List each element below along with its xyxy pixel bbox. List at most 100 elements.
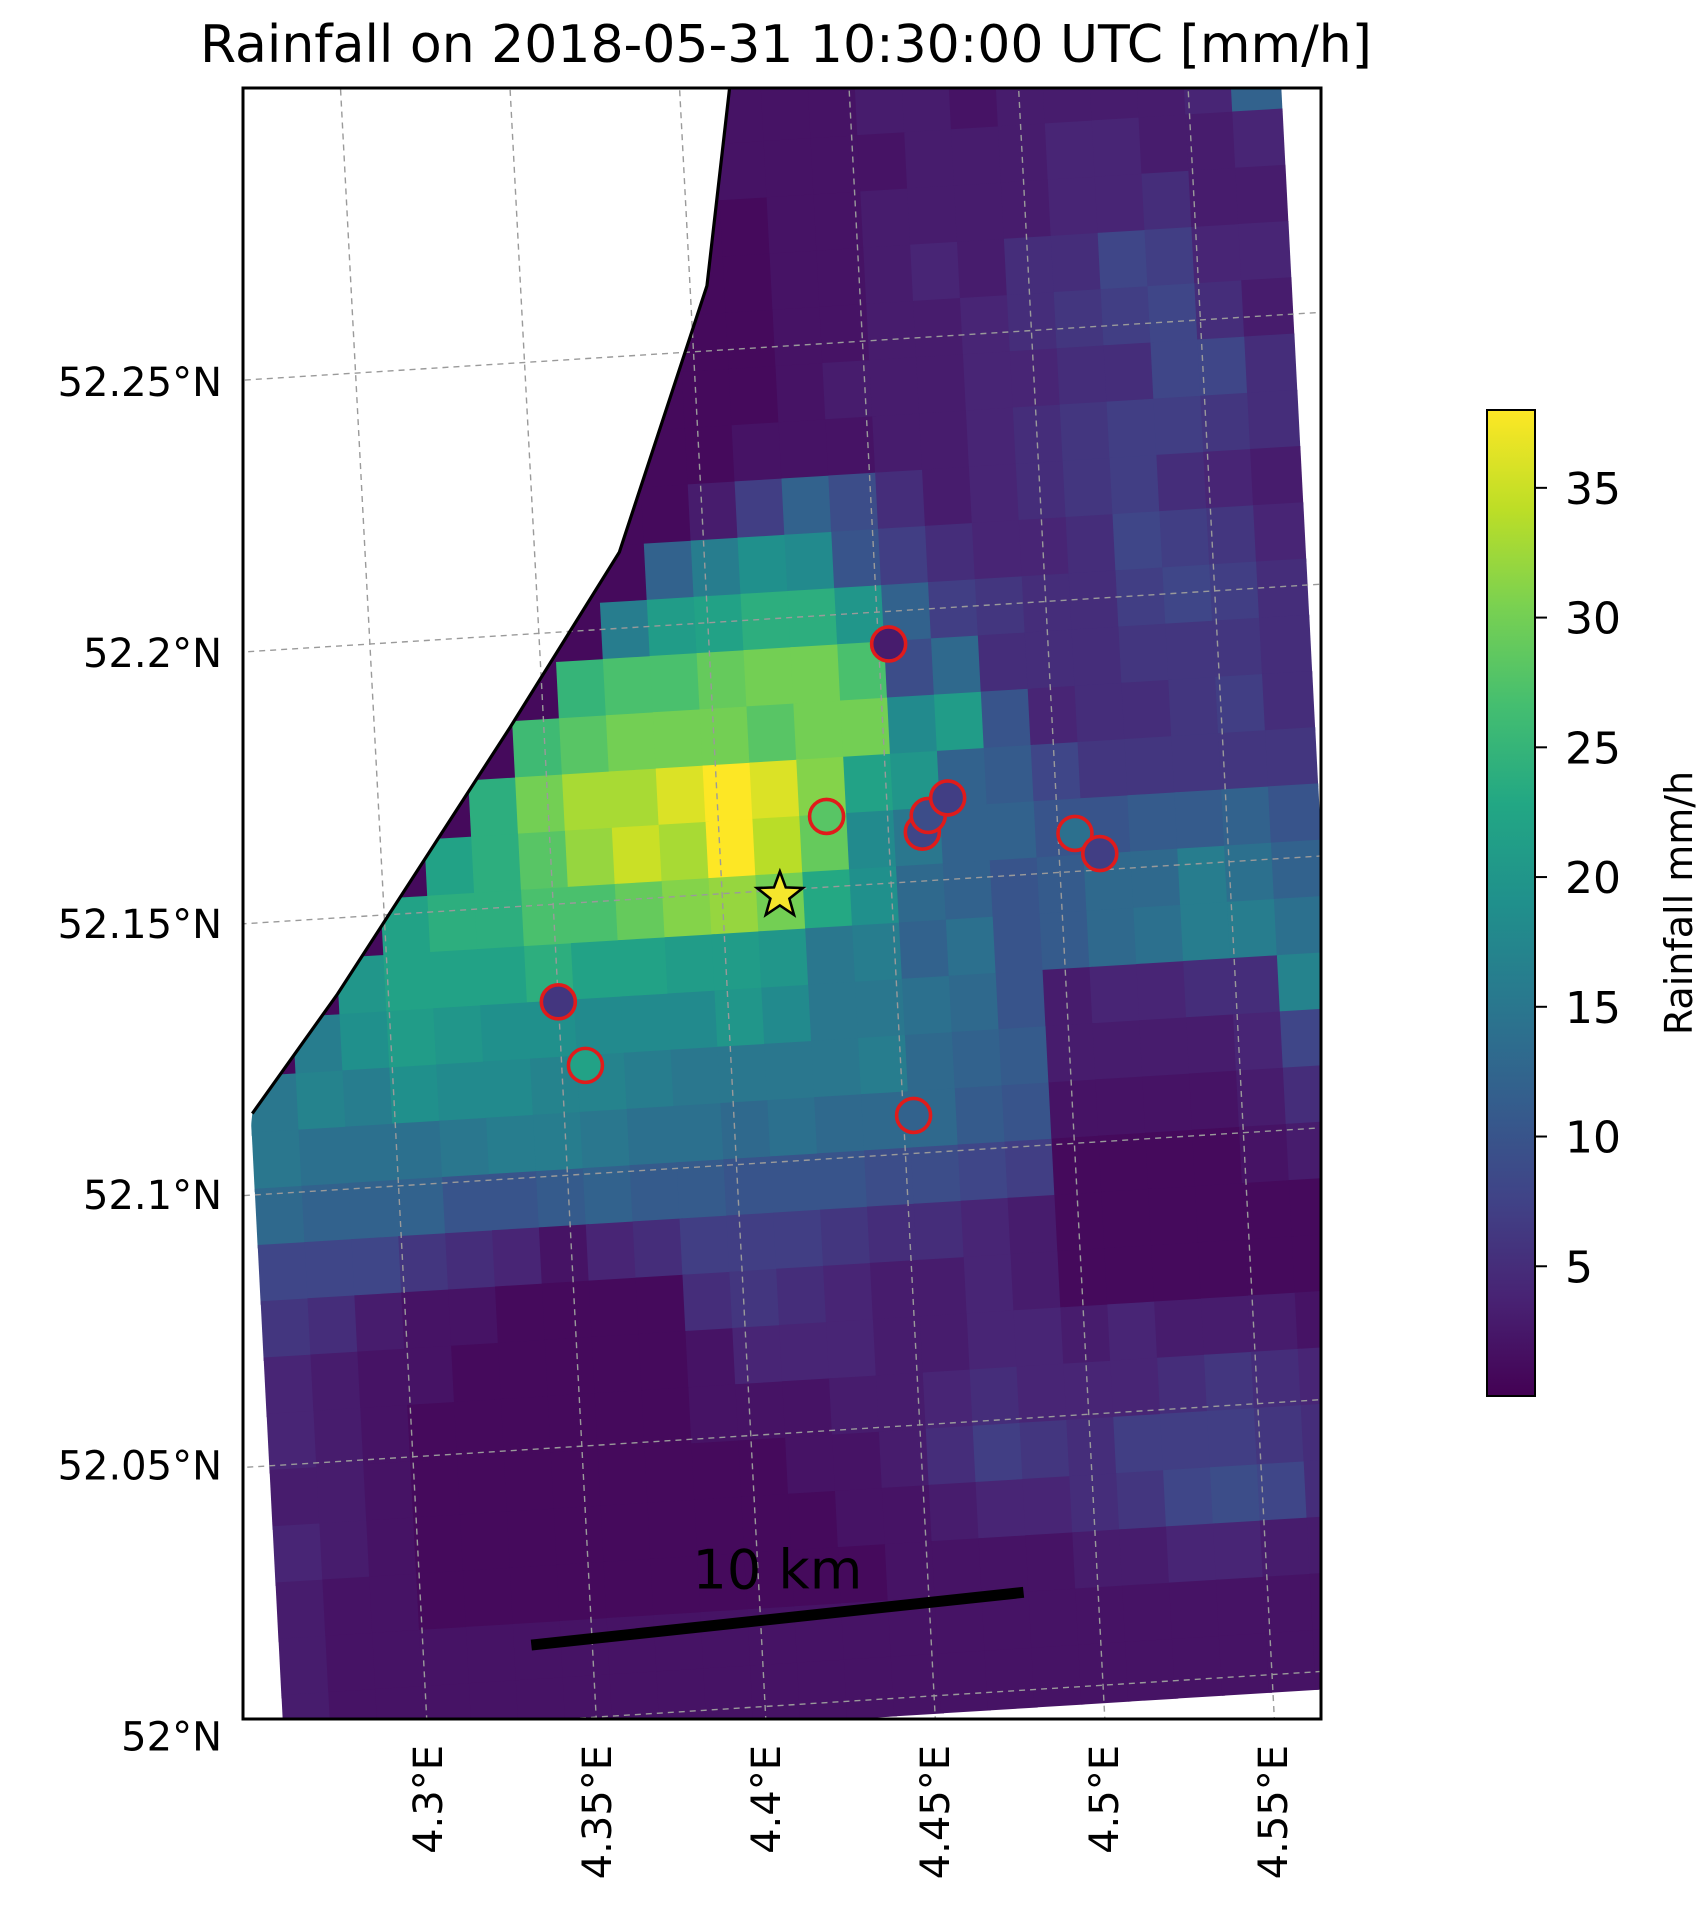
rain-cell — [1162, 564, 1216, 628]
rain-cell — [353, 389, 407, 453]
rain-cell — [394, 274, 448, 337]
rain-cell — [444, 327, 498, 391]
rain-cell — [693, 593, 747, 657]
rain-cell — [746, 703, 800, 767]
rain-cell — [717, 1043, 771, 1107]
rain-cell — [852, 922, 906, 986]
rain-cell — [1282, 1064, 1321, 1128]
rain-cell — [948, 88, 1002, 133]
rain-cell — [723, 1156, 777, 1220]
rain-cell — [740, 590, 794, 654]
rain-cell — [1142, 1073, 1196, 1137]
rain-cell — [385, 105, 439, 169]
rain-cell — [649, 653, 703, 716]
rain-cell — [963, 1254, 1017, 1317]
lat-tick-label: 52°N — [121, 1715, 222, 1761]
rain-cell — [960, 1197, 1014, 1261]
gauge-marker — [566, 1046, 605, 1085]
rain-cell — [758, 928, 812, 992]
rain-cell — [315, 561, 369, 624]
rain-cell — [243, 285, 261, 349]
rain-cell — [769, 250, 823, 314]
rain-cell — [453, 496, 507, 559]
rain-cell — [389, 1064, 443, 1128]
rain-cell — [1122, 1582, 1176, 1646]
rain-cell — [620, 90, 674, 154]
rain-cell — [866, 300, 920, 364]
rain-cell — [263, 1354, 317, 1418]
rain-cell — [445, 1230, 499, 1293]
rain-cell — [702, 762, 756, 826]
rain-cell — [1071, 626, 1125, 690]
rain-cell — [471, 833, 525, 897]
rain-cell — [547, 490, 601, 553]
rain-cell — [462, 664, 516, 728]
rain-cell — [887, 1597, 942, 1661]
rain-cell — [860, 188, 914, 252]
rain-cell — [696, 650, 750, 713]
rain-cell — [681, 368, 735, 432]
rain-cell — [573, 996, 628, 1060]
rain-cell — [691, 1440, 745, 1504]
rain-cell — [243, 735, 285, 799]
rain-cell — [351, 1236, 405, 1299]
lon-tick-label: 4.35°E — [575, 1745, 621, 1879]
rain-cell — [927, 579, 982, 642]
rain-cell — [298, 1126, 352, 1190]
meridian-line — [509, 88, 597, 1719]
rain-cell — [1013, 1307, 1067, 1371]
rain-cell — [1209, 1464, 1264, 1527]
rain-cell — [532, 1111, 587, 1175]
rain-cell — [1160, 1410, 1214, 1474]
rain-cell — [869, 1259, 924, 1323]
rain-cell — [959, 294, 1014, 358]
rain-cell — [673, 1102, 727, 1166]
rain-cell — [512, 1620, 567, 1684]
rain-cell — [1063, 1360, 1117, 1424]
rain-cell — [1019, 1419, 1073, 1483]
rain-cell — [374, 783, 428, 847]
rain-cell — [931, 1538, 985, 1601]
rain-cell — [937, 1650, 991, 1714]
rain-cell — [672, 200, 727, 263]
rain-cell — [492, 1227, 546, 1291]
rain-cell — [1232, 108, 1286, 172]
rain-cell — [1021, 573, 1075, 636]
rain-cell — [1044, 120, 1099, 184]
rain-cell — [312, 504, 366, 568]
plot-frame — [241, 86, 1323, 1721]
rain-cell — [416, 1570, 470, 1634]
rain-cell — [658, 821, 712, 885]
rain-cell — [951, 1029, 1006, 1092]
rain-cell — [770, 1153, 824, 1217]
rain-cell — [807, 88, 861, 142]
rain-cell — [866, 1203, 921, 1267]
rain-cell — [646, 596, 701, 660]
rain-cell — [1078, 1641, 1132, 1705]
rain-cell — [553, 602, 607, 666]
rain-cell — [477, 946, 531, 1009]
rain-cell — [433, 1005, 487, 1069]
rain-cell — [764, 1040, 818, 1104]
rain-cell — [269, 1466, 323, 1530]
rain-cell — [1189, 1070, 1243, 1134]
rain-cell — [1221, 786, 1275, 850]
rain-cell — [1113, 1413, 1167, 1477]
rain-cell — [731, 422, 785, 485]
rain-cell — [392, 1120, 446, 1184]
rain-cell — [459, 608, 513, 672]
rain-cell — [283, 845, 337, 909]
rain-cell — [711, 931, 765, 995]
rain-cell — [1051, 1135, 1105, 1199]
rain-cell — [328, 1688, 382, 1719]
rain-cell — [497, 1339, 552, 1403]
rain-cell — [998, 1026, 1052, 1089]
rain-cell — [997, 123, 1052, 187]
rain-cell — [910, 241, 964, 305]
rain-cell — [743, 647, 797, 710]
rain-cell — [313, 1407, 367, 1471]
rain-cell — [661, 878, 715, 941]
rain-cell — [243, 848, 291, 912]
rain-cell — [843, 1656, 898, 1719]
rain-cell — [1135, 88, 1189, 121]
